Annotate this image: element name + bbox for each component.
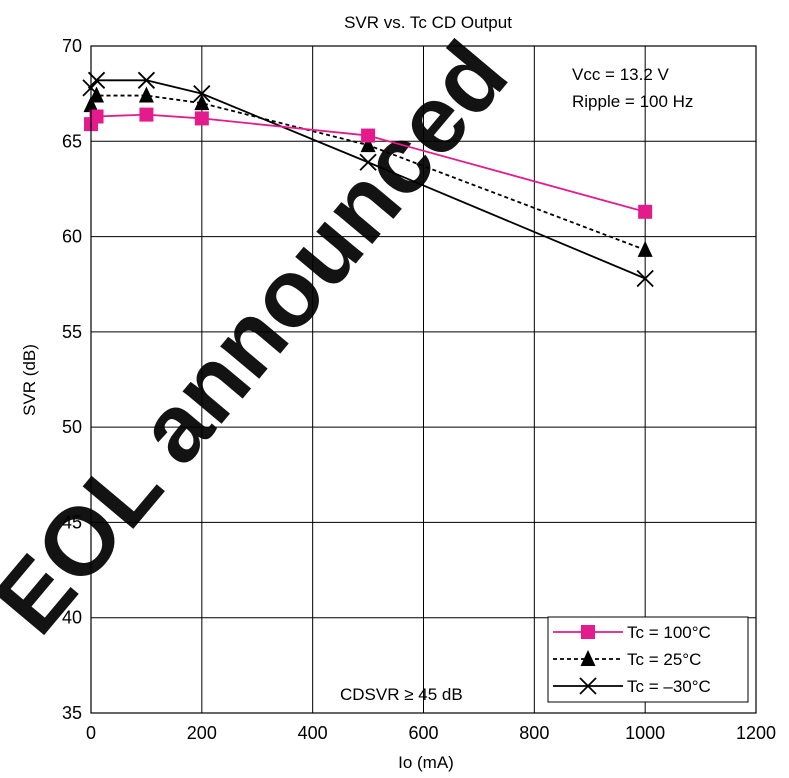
triangle-marker: [580, 650, 596, 666]
y-tick-label: 40: [62, 608, 82, 628]
series-1: [83, 86, 653, 257]
x-marker: [193, 85, 211, 103]
square-marker: [361, 128, 376, 143]
y-tick-label: 55: [62, 322, 82, 342]
x-marker-stroke: [579, 677, 597, 695]
y-tick-label: 45: [62, 512, 82, 532]
square-marker: [581, 625, 595, 639]
y-tick-label: 35: [62, 703, 82, 723]
x-marker: [579, 677, 597, 695]
x-marker-stroke: [193, 85, 211, 103]
x-marker: [359, 153, 377, 171]
x-tick-label: 400: [298, 723, 328, 743]
y-tick-label: 70: [62, 36, 82, 56]
legend-label: Tc = –30°C: [627, 677, 711, 696]
ripple-annotation: Ripple = 100 Hz: [572, 92, 693, 111]
x-tick-label: 0: [86, 723, 96, 743]
series-0: [84, 107, 653, 219]
triangle-marker: [360, 136, 376, 153]
y-axis-label: SVR (dB): [20, 344, 39, 416]
vcc-annotation: Vcc = 13.2 V: [572, 65, 670, 84]
legend: Tc = 100°C Tc = 25°C Tc = –30°C: [547, 616, 749, 703]
x-marker: [636, 269, 654, 288]
triangle-marker: [138, 86, 154, 103]
triangle-marker: [89, 86, 105, 103]
x-marker: [137, 71, 156, 89]
x-tick-label: 200: [187, 723, 217, 743]
x-tick-label: 600: [408, 723, 438, 743]
chart-title: SVR vs. Tc CD Output: [344, 13, 512, 32]
x-tick-labels: 0 200 400 600 800 1000 1200: [86, 723, 776, 743]
square-marker: [638, 204, 653, 219]
y-tick-labels: 35 40 45 50 55 60 65 70: [62, 36, 82, 723]
y-tick-label: 50: [62, 417, 82, 437]
x-marker-stroke: [137, 71, 156, 89]
triangle-marker: [194, 94, 210, 111]
x-marker-stroke: [359, 153, 377, 171]
x-tick-label: 1200: [736, 723, 776, 743]
plot-frame: [90, 45, 757, 714]
x-marker-stroke: [636, 269, 654, 288]
spec-annotation: CDSVR ≥ 45 dB: [340, 685, 463, 704]
triangle-marker: [637, 240, 653, 257]
legend-label: Tc = 25°C: [627, 650, 701, 669]
x-tick-label: 800: [519, 723, 549, 743]
y-tick-label: 60: [62, 227, 82, 247]
x-tick-label: 1000: [625, 723, 665, 743]
grid: [91, 46, 756, 713]
series-layer: [82, 71, 654, 288]
y-tick-label: 65: [62, 131, 82, 151]
square-marker: [139, 107, 154, 122]
x-axis-label: Io (mA): [398, 753, 454, 772]
square-marker: [194, 111, 209, 126]
legend-label: Tc = 100°C: [627, 623, 711, 642]
square-marker: [89, 109, 104, 124]
